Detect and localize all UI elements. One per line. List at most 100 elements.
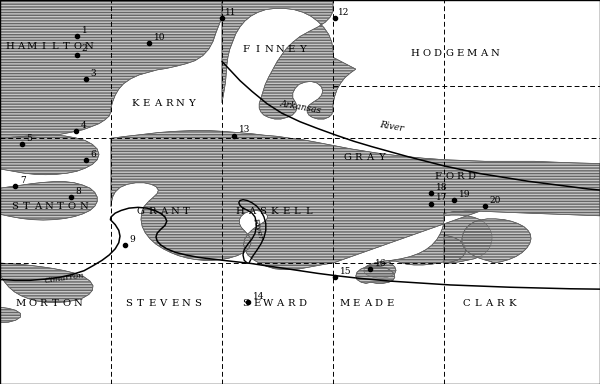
Polygon shape — [0, 263, 93, 303]
Text: O: O — [422, 49, 430, 58]
Polygon shape — [0, 307, 20, 323]
Polygon shape — [0, 0, 222, 138]
Text: K: K — [131, 99, 139, 108]
Text: N: N — [490, 49, 499, 58]
Text: D: D — [468, 172, 476, 181]
Text: River: River — [251, 216, 265, 240]
Text: A: A — [479, 49, 487, 58]
Text: D: D — [434, 49, 442, 58]
Text: 9: 9 — [130, 235, 136, 244]
Text: R: R — [287, 299, 295, 308]
Text: O: O — [62, 299, 70, 308]
Text: 14: 14 — [253, 292, 264, 301]
Text: 3: 3 — [91, 70, 96, 78]
Text: E: E — [386, 299, 394, 308]
Text: 5: 5 — [26, 134, 32, 143]
Text: A: A — [154, 99, 161, 108]
Text: O: O — [68, 202, 76, 211]
Text: 13: 13 — [239, 126, 250, 134]
Text: 11: 11 — [225, 8, 236, 17]
Text: I: I — [41, 42, 46, 51]
Text: D: D — [374, 299, 383, 308]
Text: Y: Y — [188, 99, 195, 108]
Text: Cimarron: Cimarron — [44, 271, 85, 285]
Text: R: R — [40, 299, 47, 308]
Text: S: S — [125, 299, 133, 308]
Text: T: T — [182, 207, 190, 216]
Text: E: E — [457, 49, 464, 58]
Text: E: E — [142, 99, 150, 108]
Text: S: S — [194, 299, 201, 308]
Text: H: H — [5, 42, 14, 51]
Text: R: R — [355, 153, 362, 162]
Text: L: L — [305, 207, 312, 216]
Text: 6: 6 — [91, 150, 97, 159]
Text: M: M — [467, 49, 477, 58]
Text: N: N — [264, 45, 273, 55]
Polygon shape — [462, 219, 531, 263]
Text: L: L — [52, 42, 58, 51]
Text: F: F — [242, 45, 249, 55]
Text: G: G — [136, 207, 145, 216]
Text: N: N — [182, 299, 190, 308]
Text: W: W — [263, 299, 274, 308]
Text: O: O — [74, 42, 82, 51]
Text: T: T — [63, 42, 70, 51]
Text: River: River — [379, 121, 404, 134]
Text: 16: 16 — [375, 259, 386, 268]
Text: 10: 10 — [154, 33, 165, 42]
Polygon shape — [356, 266, 395, 283]
Text: 7: 7 — [20, 176, 26, 185]
Text: 4: 4 — [81, 121, 87, 130]
Text: N: N — [45, 202, 53, 211]
Text: L: L — [293, 207, 301, 216]
Text: A: A — [248, 207, 255, 216]
Text: A: A — [17, 42, 25, 51]
Text: D: D — [299, 299, 307, 308]
Text: T: T — [23, 202, 30, 211]
Text: S: S — [11, 202, 19, 211]
Text: O: O — [28, 299, 36, 308]
Text: V: V — [160, 299, 167, 308]
Text: M: M — [339, 299, 350, 308]
Text: Y: Y — [299, 45, 306, 55]
Text: N: N — [170, 207, 179, 216]
Polygon shape — [111, 131, 600, 278]
Text: 1: 1 — [82, 26, 88, 35]
Text: Y: Y — [378, 153, 385, 162]
Text: M: M — [27, 42, 37, 51]
Text: R: R — [457, 172, 464, 181]
Text: A: A — [160, 207, 167, 216]
Text: T: T — [137, 299, 144, 308]
Text: O: O — [445, 172, 453, 181]
Text: 18: 18 — [436, 183, 447, 192]
Text: 2: 2 — [82, 45, 87, 53]
Polygon shape — [444, 235, 466, 263]
Text: G: G — [445, 49, 453, 58]
Text: R: R — [148, 207, 155, 216]
Text: K: K — [508, 299, 515, 308]
Text: 20: 20 — [490, 196, 501, 205]
Text: E: E — [287, 45, 295, 55]
Text: A: A — [34, 202, 41, 211]
Text: N: N — [73, 299, 82, 308]
Text: N: N — [79, 202, 88, 211]
Text: R: R — [165, 99, 173, 108]
Text: E: E — [352, 299, 359, 308]
Text: N: N — [85, 42, 94, 51]
Polygon shape — [0, 135, 99, 175]
Text: F: F — [434, 172, 441, 181]
Text: E: E — [282, 207, 289, 216]
Text: E: E — [148, 299, 155, 308]
Text: Arkansas: Arkansas — [280, 99, 323, 115]
Text: M: M — [16, 299, 26, 308]
Text: 8: 8 — [76, 187, 82, 196]
Text: I: I — [255, 45, 259, 55]
Text: A: A — [366, 153, 374, 162]
Text: T: T — [52, 299, 58, 308]
Text: A: A — [276, 299, 284, 308]
Text: N: N — [176, 99, 185, 108]
Text: T: T — [57, 202, 64, 211]
Text: R: R — [497, 299, 504, 308]
Text: H: H — [236, 207, 244, 216]
